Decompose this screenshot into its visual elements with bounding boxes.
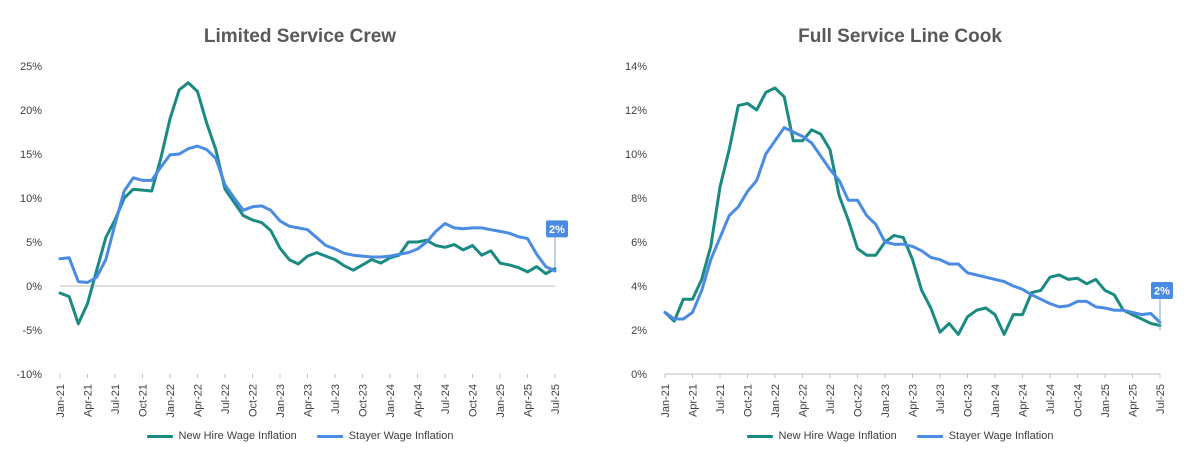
series-line-new-hire bbox=[58, 81, 557, 326]
x-tick-label: Oct-21 bbox=[138, 384, 150, 417]
x-tick-label: Apr-25 bbox=[523, 384, 535, 417]
x-tick-label: Jul-25 bbox=[1155, 384, 1167, 414]
legend-label-stayer: Stayer Wage Inflation bbox=[948, 430, 1054, 442]
x-tick-label: Apr-23 bbox=[908, 384, 920, 417]
y-tick-label: 15% bbox=[20, 149, 42, 161]
y-tick-label: 12% bbox=[625, 105, 647, 117]
y-tick-label: -10% bbox=[16, 369, 42, 381]
x-tick-label: Apr-21 bbox=[83, 384, 95, 417]
series-line-stayer bbox=[663, 126, 1162, 324]
chart-title: Full Service Line Cook bbox=[798, 26, 1002, 47]
x-tick-label: Apr-22 bbox=[193, 384, 205, 417]
x-tick-label: Oct-23 bbox=[963, 384, 975, 417]
chart-title: Limited Service Crew bbox=[203, 26, 397, 47]
legend-item-stayer: Stayer Wage Inflation bbox=[316, 430, 454, 442]
y-tick-label: 2% bbox=[631, 325, 647, 337]
y-tick-label: 5% bbox=[26, 237, 42, 249]
series-line-new-hire bbox=[663, 86, 1162, 336]
x-tick-label: Oct-24 bbox=[1073, 384, 1085, 417]
x-tick-label: Oct-24 bbox=[468, 384, 480, 417]
y-tick-label: 10% bbox=[625, 149, 647, 161]
x-tick-label: Jul-22 bbox=[825, 384, 837, 414]
x-tick-label: Jul-23 bbox=[330, 384, 342, 414]
legend-swatch-new-hire bbox=[746, 434, 773, 438]
y-tick-label: 20% bbox=[20, 105, 42, 117]
x-tick-label: Jan-25 bbox=[495, 384, 507, 418]
x-tick-label: Jan-21 bbox=[660, 384, 672, 418]
x-tick-label: Jul-21 bbox=[110, 384, 122, 414]
x-tick-label: Jan-23 bbox=[880, 384, 892, 418]
y-tick-label: -5% bbox=[22, 325, 42, 337]
x-tick-label: Apr-23 bbox=[303, 384, 315, 417]
y-tick-label: 8% bbox=[631, 193, 647, 205]
x-tick-label: Jan-24 bbox=[385, 384, 397, 418]
x-tick-label: Apr-24 bbox=[1018, 384, 1030, 417]
y-tick-label: 10% bbox=[20, 193, 42, 205]
annotation-badge bbox=[546, 220, 568, 238]
chart-panel-full-service: Full Service Line Cook 0% 2% 4% 6% 8% 10% 12% 1… bbox=[600, 0, 1200, 460]
x-tick-label: Jan-21 bbox=[55, 384, 67, 418]
legend-label-new-hire: New Hire Wage Inflation bbox=[778, 430, 897, 442]
series-line-stayer bbox=[58, 144, 557, 284]
x-tick-label: Jul-24 bbox=[1045, 384, 1057, 414]
y-tick-label: 0% bbox=[631, 369, 647, 381]
line-chart-limited-service: -10% -5% 0% 5% 10% 15% 20% 25% Jan-21 Apr-21 Jul-2… bbox=[16, 61, 568, 418]
x-tick-label: Jul-24 bbox=[440, 384, 452, 414]
x-tick-label: Jul-22 bbox=[220, 384, 232, 414]
x-tick-label: Jul-23 bbox=[935, 384, 947, 414]
legend-swatch-new-hire bbox=[146, 434, 173, 438]
x-tick-label: Jul-25 bbox=[550, 384, 562, 414]
annotation-badge bbox=[1151, 282, 1173, 299]
annotation-label: 2% bbox=[549, 224, 565, 236]
legend-label-stayer: Stayer Wage Inflation bbox=[348, 430, 454, 442]
y-tick-label: 14% bbox=[625, 61, 647, 73]
x-tick-label: Jan-22 bbox=[770, 384, 782, 418]
annotation-label: 2% bbox=[1154, 286, 1170, 298]
x-tick-label: Oct-22 bbox=[248, 384, 260, 417]
legend-swatch-stayer bbox=[916, 434, 943, 438]
x-tick-label: Apr-22 bbox=[798, 384, 810, 417]
y-tick-label: 6% bbox=[631, 237, 647, 249]
legend-item-new-hire: New Hire Wage Inflation bbox=[146, 430, 297, 442]
legend-swatch-stayer bbox=[316, 434, 343, 438]
y-tick-label: 0% bbox=[26, 281, 42, 293]
x-tick-label: Oct-21 bbox=[743, 384, 755, 417]
x-tick-label: Oct-23 bbox=[358, 384, 370, 417]
chart-legend: New Hire Wage Inflation Stayer Wage Infl… bbox=[600, 430, 1200, 442]
legend-label-new-hire: New Hire Wage Inflation bbox=[178, 430, 297, 442]
x-tick-label: Jan-24 bbox=[990, 384, 1002, 418]
y-tick-label: 4% bbox=[631, 281, 647, 293]
x-tick-label: Jan-22 bbox=[165, 384, 177, 418]
y-tick-label: 25% bbox=[20, 61, 42, 73]
x-tick-label: Jan-25 bbox=[1100, 384, 1112, 418]
chart-legend: New Hire Wage Inflation Stayer Wage Infl… bbox=[0, 430, 600, 442]
chart-panel-limited-service: Limited Service Crew -10% -5% 0% 5% 10% 15% 20… bbox=[0, 26, 600, 442]
legend-item-new-hire: New Hire Wage Inflation bbox=[746, 430, 897, 442]
x-tick-label: Oct-22 bbox=[853, 384, 865, 417]
legend-item-stayer: Stayer Wage Inflation bbox=[916, 430, 1054, 442]
x-tick-label: Jul-21 bbox=[715, 384, 727, 414]
x-tick-label: Jan-23 bbox=[275, 384, 287, 418]
line-chart-full-service: 0% 2% 4% 6% 8% 10% 12% 14% Jan-21 Apr-21 Jul-21 Oct… bbox=[625, 61, 1173, 418]
x-tick-label: Apr-25 bbox=[1128, 384, 1140, 417]
x-tick-label: Apr-24 bbox=[413, 384, 425, 417]
x-tick-label: Apr-21 bbox=[688, 384, 700, 417]
